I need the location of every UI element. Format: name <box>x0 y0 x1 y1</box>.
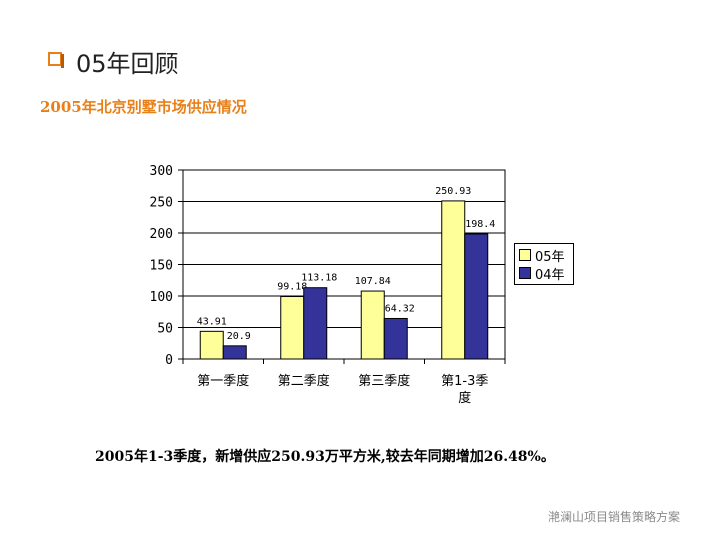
data-label: 43.91 <box>197 316 227 327</box>
data-label: 20.9 <box>227 331 251 342</box>
chart-subtitle: 2005年北京别墅市场供应情况 <box>40 98 247 116</box>
legend-label-05: 05年 <box>535 249 565 265</box>
data-label: 198.4 <box>465 219 495 230</box>
slide-title: 05年回顾 <box>76 50 179 78</box>
y-tick-label: 100 <box>150 290 173 305</box>
x-tick-label: 第一季度 <box>197 373 249 389</box>
legend-item-05: 05年 <box>519 247 565 265</box>
x-tick-label: 第1-3季 <box>441 374 488 389</box>
data-label: 113.18 <box>301 273 337 284</box>
bar <box>222 345 247 360</box>
y-tick-label: 50 <box>157 322 173 337</box>
y-tick-label: 150 <box>150 259 173 274</box>
data-label: 107.84 <box>355 276 391 287</box>
bar <box>464 233 489 360</box>
footer-text: 滟澜山项目销售策略方案 <box>547 510 680 524</box>
data-label: 99.18 <box>277 282 307 293</box>
x-tick-label: 第二季度 <box>278 373 330 389</box>
chart-legend: 05年 04年 <box>514 243 574 285</box>
y-tick-label: 0 <box>165 353 173 368</box>
bar <box>383 317 408 360</box>
bar <box>280 296 305 360</box>
bar <box>199 330 224 360</box>
x-tick-label: 第三季度 <box>358 373 410 389</box>
data-label: 64.32 <box>385 303 415 314</box>
bar <box>441 200 466 360</box>
legend-item-04: 04年 <box>519 265 565 283</box>
title-bullet-icon <box>48 52 64 68</box>
data-label: 250.93 <box>435 186 471 197</box>
y-tick-label: 250 <box>150 196 173 211</box>
summary-text: 2005年1-3季度，新增供应250.93万平方米,较去年同期增加26.48%。 <box>95 449 555 465</box>
y-tick-label: 300 <box>150 164 173 179</box>
bar <box>360 290 385 360</box>
x-tick-label: 度 <box>458 390 471 406</box>
y-tick-label: 200 <box>150 227 173 242</box>
legend-swatch-05 <box>519 249 531 261</box>
legend-label-04: 04年 <box>535 267 565 283</box>
bar <box>303 287 328 360</box>
legend-swatch-04 <box>519 267 531 279</box>
